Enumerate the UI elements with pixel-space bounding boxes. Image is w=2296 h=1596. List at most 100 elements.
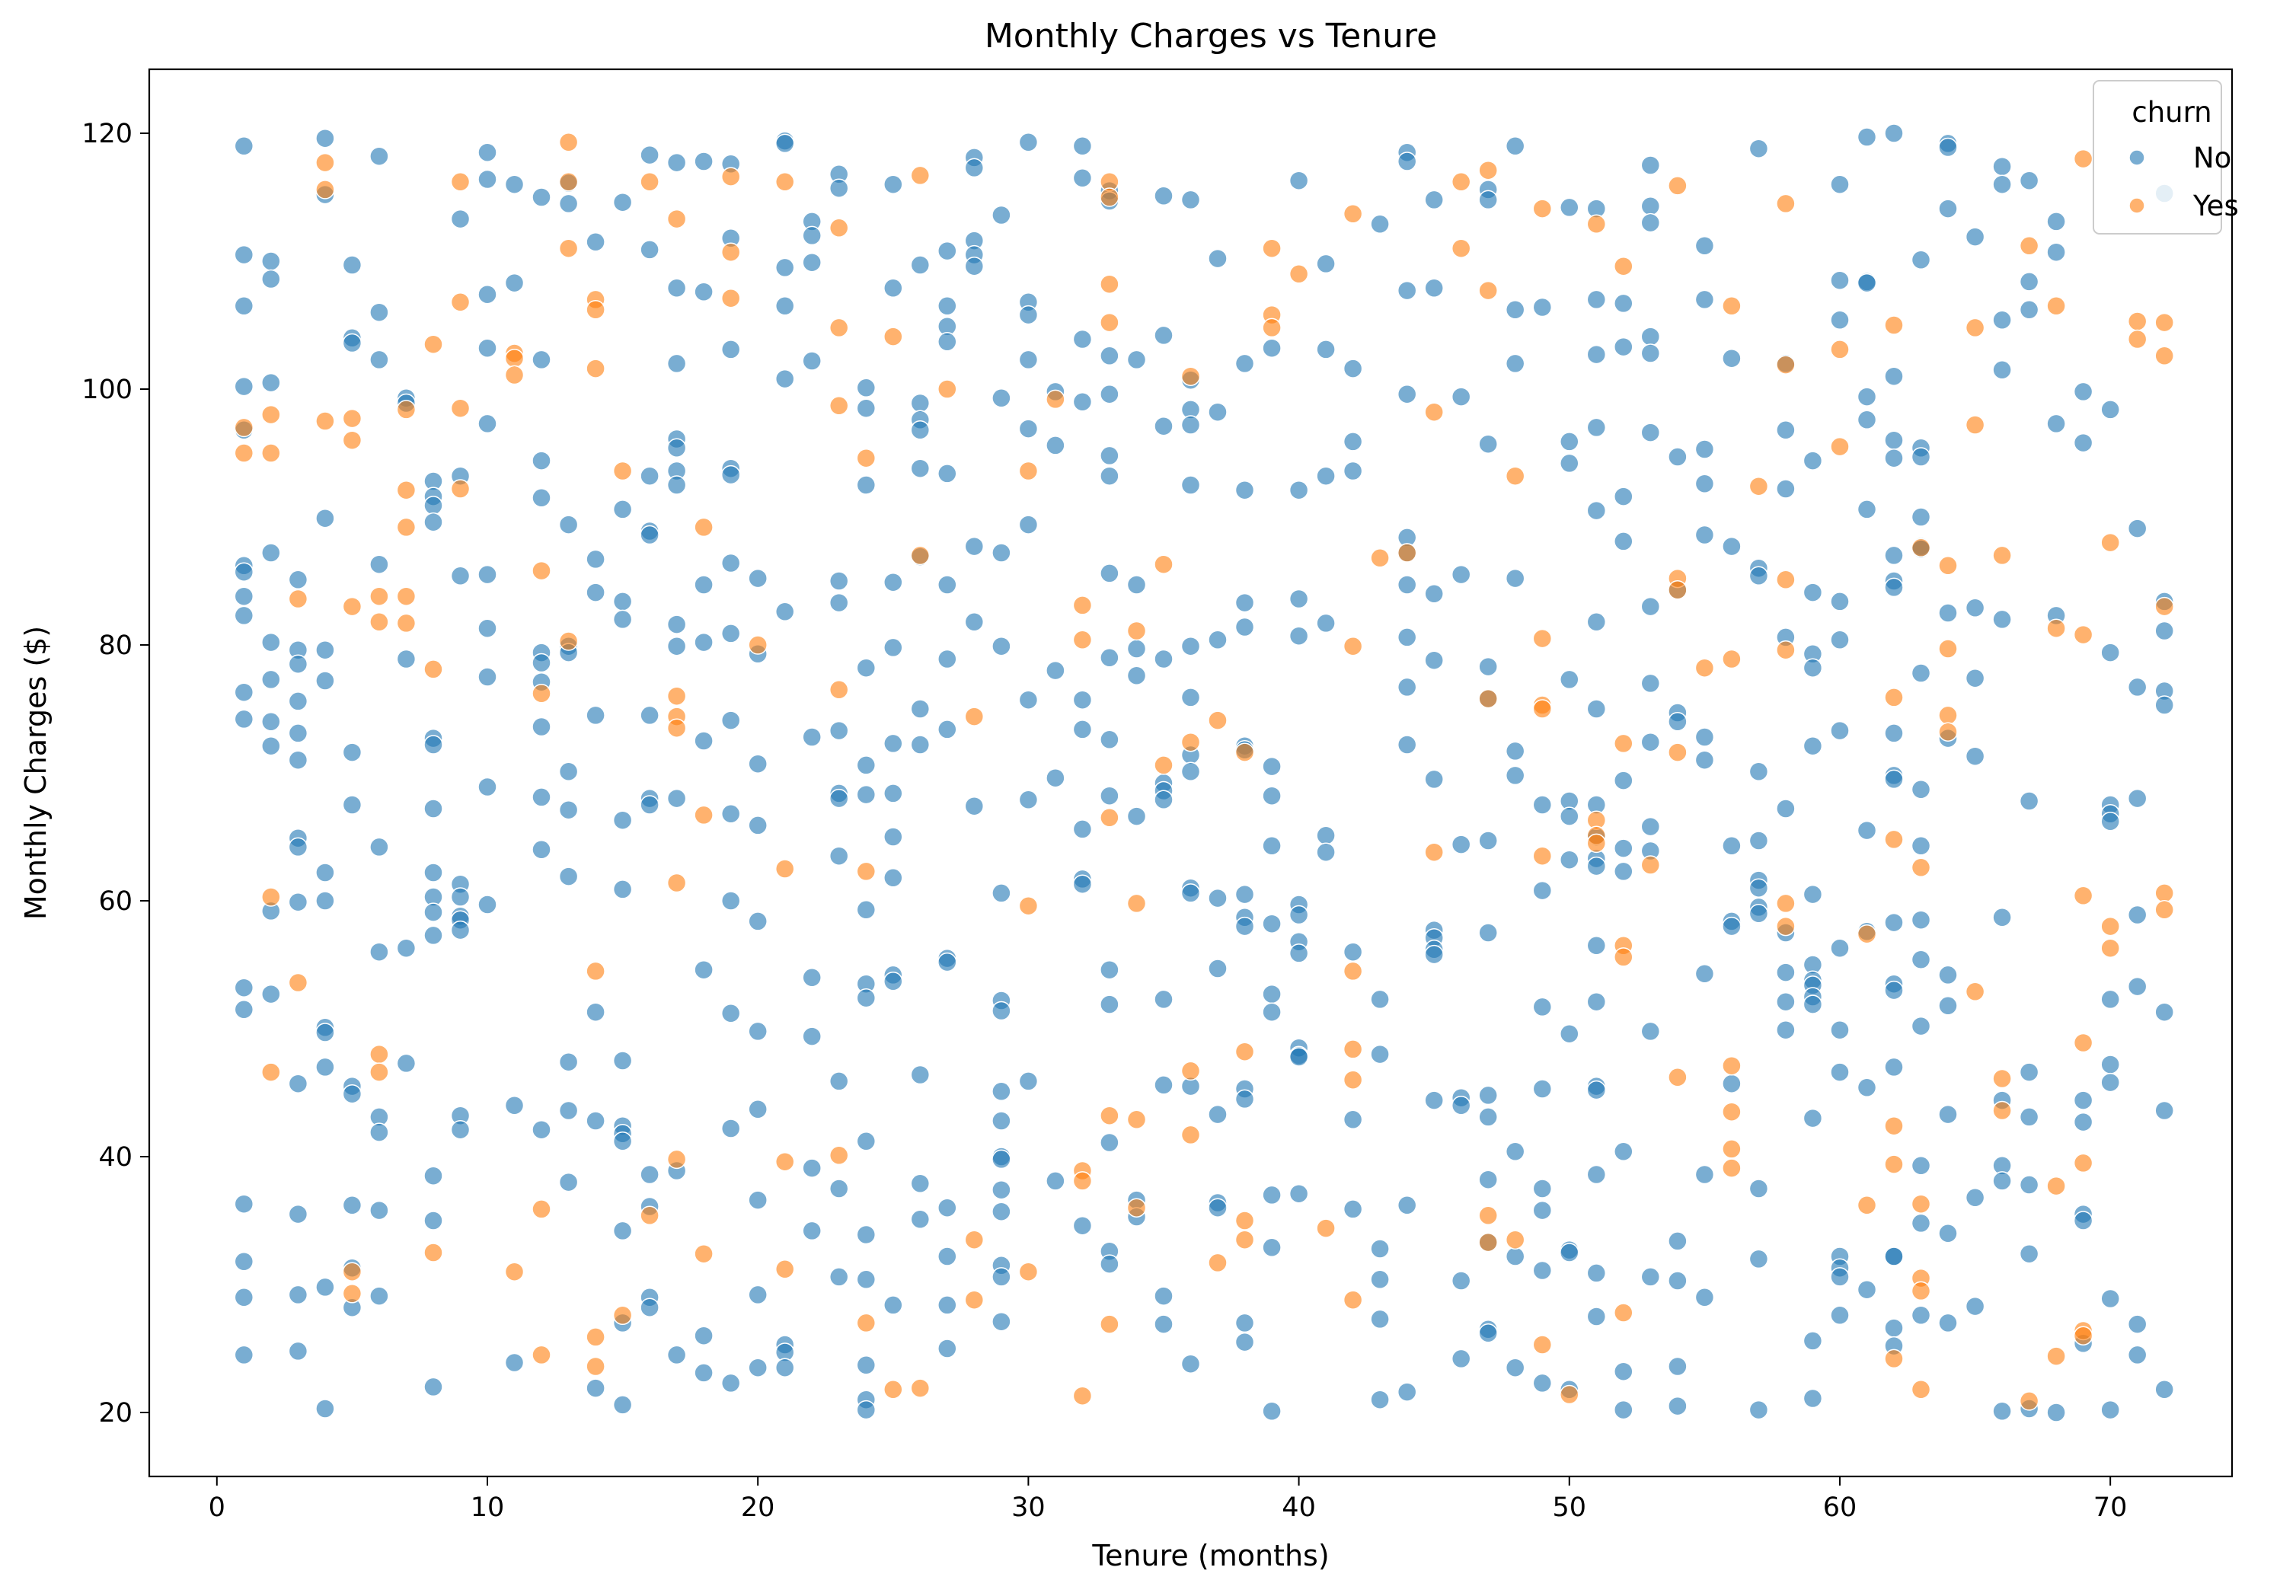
- point-yes: [1532, 199, 1553, 219]
- point-no: [1343, 1109, 1363, 1130]
- point-yes: [1343, 1290, 1363, 1310]
- point-yes: [2127, 329, 2148, 350]
- point-no: [883, 972, 903, 991]
- point-no: [1857, 820, 1877, 841]
- point-no: [640, 705, 659, 726]
- point-no: [1370, 1239, 1390, 1259]
- point-no: [1180, 1354, 1201, 1374]
- point-no: [423, 512, 443, 532]
- point-no: [1614, 1400, 1633, 1420]
- point-no: [1397, 384, 1417, 404]
- point-no: [315, 1023, 335, 1042]
- point-no: [856, 784, 877, 805]
- point-no: [640, 1298, 659, 1317]
- x-tick-label: 40: [1282, 1492, 1316, 1523]
- point-no: [1154, 1314, 1174, 1334]
- point-no: [748, 1358, 768, 1377]
- point-yes: [2154, 900, 2174, 920]
- point-no: [1586, 344, 1607, 365]
- point-no: [720, 1004, 741, 1023]
- point-no: [1884, 366, 1904, 386]
- point-no: [1965, 746, 1985, 766]
- point-no: [992, 883, 1011, 903]
- point-no: [1262, 984, 1282, 1004]
- point-no: [1911, 780, 1931, 800]
- point-no: [2127, 976, 2148, 997]
- point-no: [1857, 1279, 1877, 1300]
- point-no: [1180, 190, 1201, 210]
- point-no: [1884, 545, 1904, 566]
- point-no: [315, 1057, 335, 1077]
- point-no: [342, 333, 362, 353]
- point-no: [1126, 350, 1147, 370]
- point-no: [1532, 1260, 1553, 1281]
- point-yes: [1722, 649, 1742, 669]
- point-no: [1478, 1170, 1498, 1189]
- point-no: [612, 592, 633, 611]
- point-yes: [1478, 280, 1498, 301]
- point-no: [504, 1096, 525, 1116]
- point-no: [1505, 1246, 1525, 1266]
- point-no: [1614, 861, 1633, 882]
- point-yes: [640, 1205, 659, 1226]
- point-no: [532, 350, 551, 370]
- point-yes: [396, 586, 417, 606]
- point-yes: [288, 972, 308, 993]
- point-yes: [1154, 554, 1174, 574]
- point-no: [1126, 666, 1147, 686]
- x-tick-label: 50: [1552, 1492, 1586, 1523]
- chart-title: Monthly Charges vs Tenure: [985, 17, 1437, 56]
- point-no: [910, 1173, 931, 1194]
- point-no: [477, 413, 497, 434]
- point-no: [1857, 500, 1877, 519]
- point-no: [234, 376, 254, 397]
- point-no: [1586, 856, 1607, 876]
- point-no: [720, 624, 741, 643]
- point-no: [1208, 402, 1228, 422]
- point-no: [1803, 1331, 1823, 1351]
- point-no: [937, 464, 957, 484]
- point-no: [288, 570, 308, 590]
- point-no: [477, 338, 497, 358]
- point-yes: [558, 238, 579, 258]
- point-yes: [342, 1262, 362, 1282]
- point-no: [720, 553, 741, 573]
- point-no: [1478, 1107, 1498, 1127]
- point-no: [748, 816, 768, 835]
- axes-frame: [148, 68, 2234, 1478]
- point-no: [477, 169, 497, 190]
- point-no: [2019, 171, 2039, 190]
- point-no: [1343, 461, 1363, 481]
- point-yes: [829, 396, 849, 416]
- point-no: [992, 1202, 1011, 1221]
- x-tick-label: 0: [209, 1492, 225, 1523]
- point-no: [1234, 1313, 1255, 1333]
- point-yes: [1830, 340, 1850, 359]
- point-no: [234, 562, 254, 582]
- point-yes: [1532, 699, 1553, 719]
- point-yes: [2073, 148, 2093, 169]
- point-no: [423, 496, 443, 516]
- point-no: [1072, 168, 1093, 188]
- point-yes: [1505, 466, 1525, 486]
- point-yes: [396, 517, 417, 538]
- point-yes: [774, 859, 795, 879]
- point-yes: [1100, 1106, 1119, 1125]
- point-no: [992, 388, 1011, 408]
- point-no: [342, 255, 362, 275]
- legend: churn No Yes: [2093, 80, 2239, 235]
- point-no: [423, 863, 443, 883]
- point-no: [342, 1195, 362, 1215]
- point-no: [883, 637, 903, 658]
- point-no: [1072, 819, 1093, 839]
- point-no: [1803, 1388, 1823, 1409]
- point-no: [315, 1277, 335, 1298]
- point-no: [1586, 1080, 1607, 1100]
- point-no: [1316, 340, 1336, 359]
- point-yes: [1992, 545, 2012, 566]
- point-no: [234, 296, 254, 316]
- point-yes: [1911, 1380, 1931, 1400]
- point-no: [856, 1269, 877, 1290]
- point-no: [1830, 1020, 1850, 1040]
- point-no: [694, 632, 714, 653]
